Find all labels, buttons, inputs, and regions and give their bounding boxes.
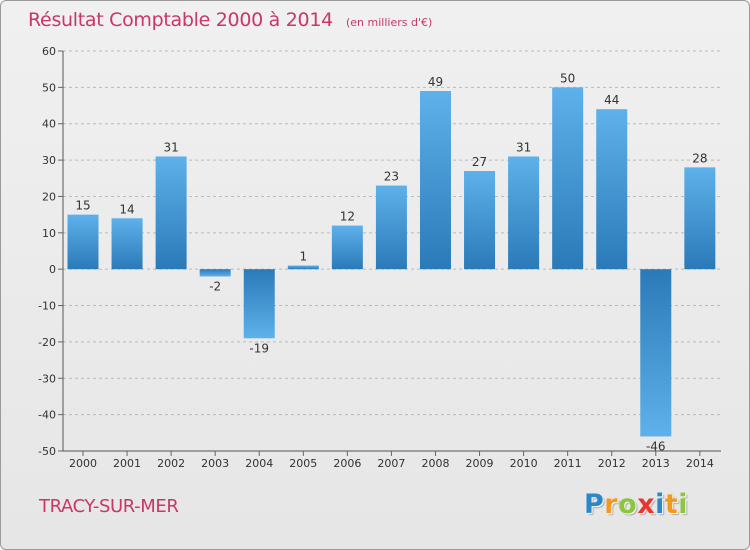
logo-letter: r: [604, 489, 619, 520]
logo-letter: i: [678, 489, 689, 520]
x-tick-label: 2001: [113, 457, 141, 470]
y-tick-label: -10: [38, 300, 56, 313]
logo-letter: P: [584, 489, 605, 520]
y-tick-label: -20: [38, 336, 56, 349]
data-label: 15: [75, 199, 90, 213]
data-label: -2: [209, 279, 221, 293]
x-tick-label: 2005: [289, 457, 317, 470]
proxiti-logo[interactable]: Proxiti: [584, 489, 688, 520]
data-label: 1: [299, 250, 307, 264]
x-tick-label: 2014: [686, 457, 714, 470]
logo-letter: o: [618, 489, 638, 520]
x-tick-label: 2003: [201, 457, 229, 470]
y-tick-label: 0: [49, 263, 56, 276]
bar-2003: [199, 269, 231, 277]
bar-2010: [508, 156, 540, 270]
chart-header: Résultat Comptable 2000 à 2014 (en milli…: [28, 9, 432, 31]
x-tick-label: 2010: [510, 457, 538, 470]
bar-2009: [464, 171, 496, 270]
bar-2013: [640, 269, 672, 437]
y-tick-label: 10: [42, 227, 56, 240]
x-tick-label: 2008: [421, 457, 449, 470]
x-tick-label: 2006: [333, 457, 361, 470]
x-tick-label: 2011: [554, 457, 582, 470]
y-tick-label: 30: [42, 154, 56, 167]
chart-title: Résultat Comptable 2000 à 2014: [28, 9, 333, 31]
bar-2004: [243, 269, 275, 339]
data-label: 31: [516, 140, 531, 154]
bar-2000: [67, 214, 99, 270]
data-label: 28: [692, 151, 707, 165]
data-label: 49: [428, 75, 443, 89]
commune-name: TRACY-SUR-MER: [39, 496, 179, 517]
y-tick-label: -50: [38, 445, 56, 458]
y-tick-label: -40: [38, 409, 56, 422]
data-label: 23: [384, 170, 399, 184]
data-label: -19: [249, 341, 269, 355]
logo-letter: x: [637, 489, 656, 520]
x-tick-label: 2007: [377, 457, 405, 470]
chart-subtitle: (en milliers d'€): [345, 16, 433, 29]
y-tick-label: 40: [42, 118, 56, 131]
bar-2001: [111, 218, 143, 270]
bar-2002: [155, 156, 187, 270]
data-label: 50: [560, 71, 575, 85]
y-tick-label: -30: [38, 372, 56, 385]
bar-2014: [684, 167, 716, 270]
logo-letter: t: [664, 489, 679, 520]
bar-2012: [596, 109, 628, 270]
bar-2008: [419, 91, 451, 270]
data-label: 31: [163, 140, 178, 154]
y-tick-label: 20: [42, 190, 56, 203]
bar-2007: [375, 185, 407, 270]
bar-2006: [331, 225, 363, 270]
data-label: 44: [604, 93, 619, 107]
y-tick-label: 50: [42, 81, 56, 94]
data-label: 14: [119, 202, 134, 216]
bar-2005: [287, 265, 319, 270]
bar-2011: [552, 87, 584, 270]
x-tick-label: 2013: [642, 457, 670, 470]
logo-letter: i: [655, 489, 665, 520]
data-label: 12: [340, 210, 355, 224]
x-tick-label: 2004: [245, 457, 273, 470]
x-tick-label: 2002: [157, 457, 185, 470]
data-label: -46: [646, 439, 666, 453]
y-tick-label: 60: [42, 45, 56, 58]
x-tick-label: 2009: [466, 457, 494, 470]
x-tick-label: 2012: [598, 457, 626, 470]
data-label: 27: [472, 155, 487, 169]
x-tick-label: 2000: [69, 457, 97, 470]
